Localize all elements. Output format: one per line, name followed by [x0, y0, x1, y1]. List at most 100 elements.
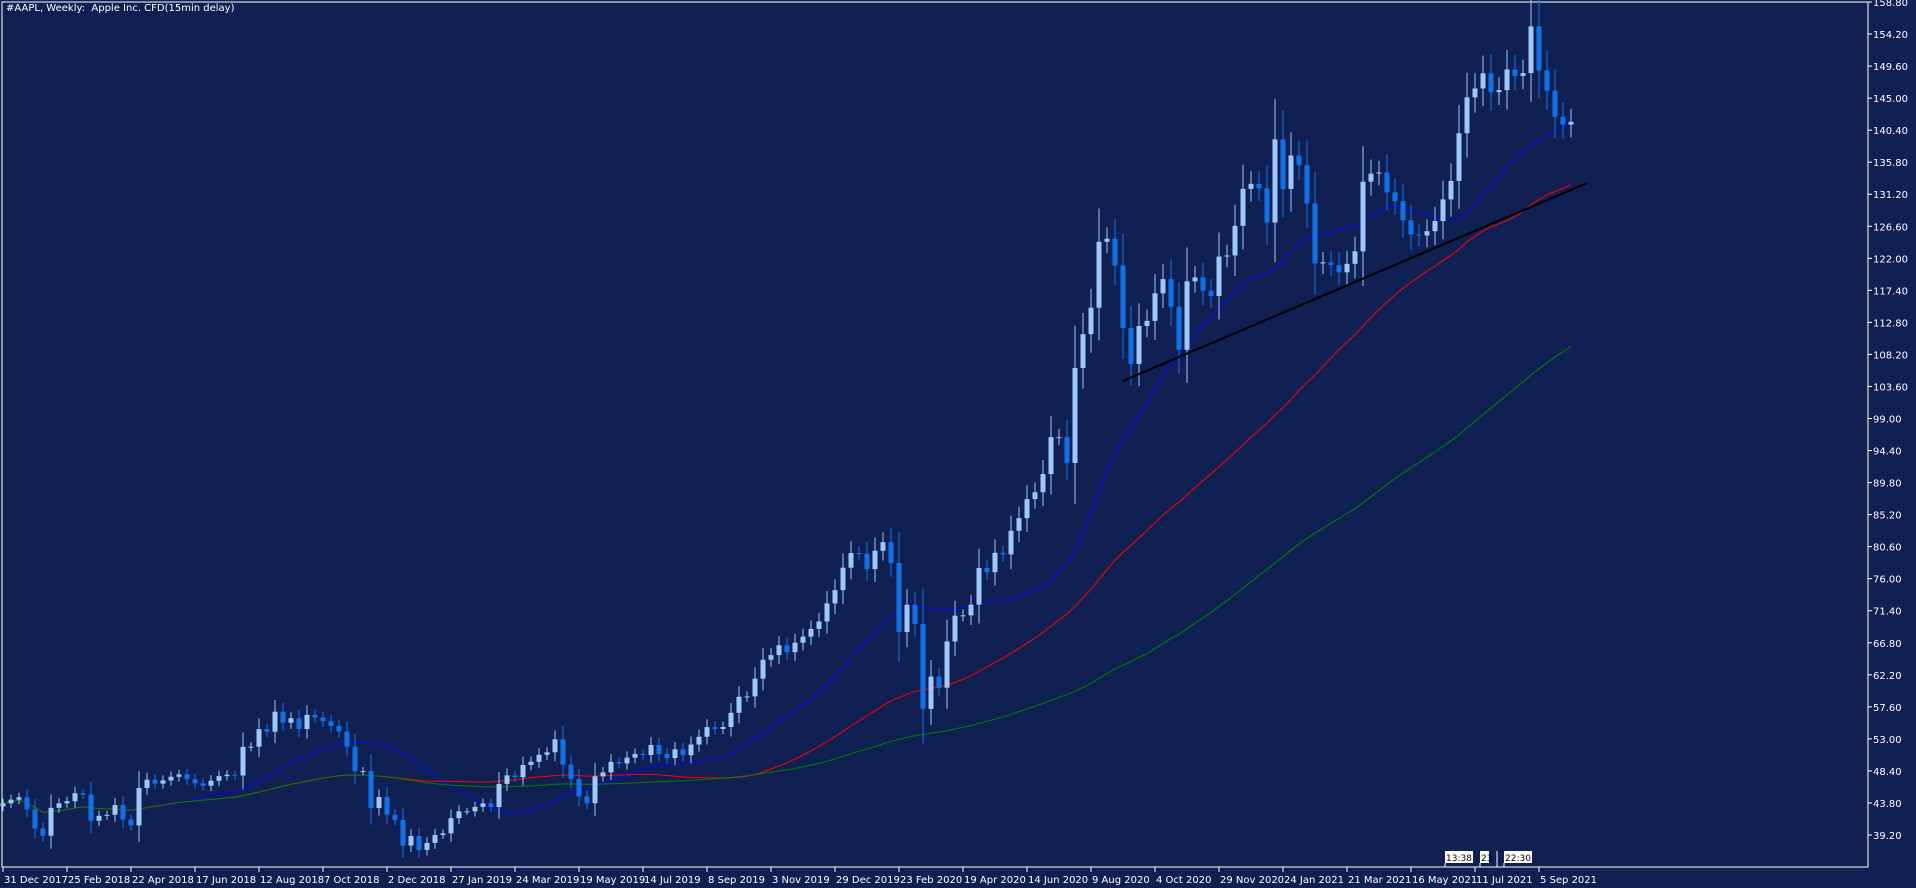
- candle-bear: [1336, 265, 1342, 273]
- candle-bear: [512, 775, 518, 778]
- candle-bull: [704, 727, 710, 737]
- candle-bear: [352, 746, 358, 772]
- candle-bull: [752, 678, 758, 697]
- candle-bull: [552, 739, 558, 753]
- candle-bear: [328, 721, 334, 727]
- y-tick-label: 48.40: [1873, 767, 1902, 778]
- candle-bear: [280, 711, 286, 723]
- candle-bear: [1176, 306, 1182, 350]
- x-tick-label: 4 Oct 2020: [1156, 875, 1211, 886]
- candle-bull: [208, 780, 214, 786]
- candle-bull: [1424, 231, 1430, 236]
- candle-bull: [968, 604, 974, 616]
- candle-bull: [648, 744, 654, 755]
- time-label-box: [1445, 851, 1473, 863]
- candle-bull: [1240, 188, 1246, 226]
- x-tick-label: 31 Dec 2017: [4, 875, 68, 886]
- candle-bear: [1512, 69, 1518, 76]
- x-tick-label: 29 Nov 2020: [1220, 875, 1284, 886]
- candle-bull: [1288, 155, 1294, 189]
- y-tick-label: 103.60: [1873, 382, 1908, 393]
- candle-bull: [1272, 139, 1278, 223]
- candle-bear: [856, 553, 862, 555]
- candle-bull: [760, 659, 766, 679]
- moving-average-20: [2, 120, 1572, 813]
- candle-bull: [944, 641, 950, 688]
- candle-bear: [264, 729, 270, 732]
- candle-bull: [1144, 320, 1150, 327]
- x-tick-label: 21 Mar 2021: [1348, 875, 1411, 886]
- candle-bull: [688, 744, 694, 756]
- candle-bear: [1400, 201, 1406, 221]
- candle-bull: [904, 604, 910, 633]
- candle-bear: [368, 771, 374, 809]
- candle-bear: [192, 779, 198, 784]
- candle-bull: [1432, 221, 1438, 232]
- candle-bear: [120, 805, 126, 820]
- x-tick-label: 24 Mar 2019: [516, 875, 579, 886]
- candle-bull: [448, 818, 454, 834]
- y-tick-label: 53.00: [1873, 735, 1902, 746]
- candle-bull: [96, 815, 102, 821]
- candle-bear: [1296, 155, 1302, 166]
- candle-bear: [32, 809, 38, 829]
- candle-bull: [504, 775, 510, 784]
- candle-bull: [1248, 183, 1254, 189]
- candle-bear: [1128, 327, 1134, 364]
- candle-bear: [1168, 279, 1174, 307]
- candle-bull: [1480, 73, 1486, 89]
- candle-bear: [400, 819, 406, 846]
- candle-bear: [1560, 116, 1566, 125]
- y-tick-label: 39.20: [1873, 831, 1902, 842]
- candle-bull: [440, 833, 446, 836]
- x-tick-label: 27 Jan 2019: [452, 875, 512, 886]
- candle-bull: [1376, 172, 1382, 174]
- candle-bull: [1344, 263, 1350, 273]
- y-tick-label: 71.40: [1873, 607, 1902, 618]
- candle-bull: [8, 799, 14, 804]
- candle-bull: [592, 776, 598, 804]
- y-tick-label: 76.00: [1873, 575, 1902, 586]
- candle-bull: [808, 628, 814, 637]
- candle-bull: [1528, 26, 1534, 74]
- candle-bear: [640, 754, 646, 756]
- candle-bull: [744, 696, 750, 698]
- candle-bear: [152, 779, 158, 784]
- candle-bull: [1072, 367, 1078, 463]
- candle-bear: [584, 796, 590, 804]
- candle-bear: [1328, 262, 1334, 266]
- candle-bear: [560, 739, 566, 765]
- x-tick-label: 25 Feb 2018: [68, 875, 130, 886]
- candle-bear: [864, 553, 870, 570]
- candle-bear: [1208, 290, 1214, 296]
- candle-bull: [776, 645, 782, 656]
- candle-bull: [1472, 88, 1478, 98]
- candle-bear: [712, 727, 718, 729]
- moving-average-50: [2, 184, 1572, 813]
- candle-bear: [200, 783, 206, 786]
- candle-bull: [456, 811, 462, 819]
- candle-bull: [1320, 262, 1326, 264]
- candle-bear: [1312, 203, 1318, 264]
- chart-frame: [1, 1, 1869, 868]
- x-tick-label: 5 Sep 2021: [1540, 875, 1597, 886]
- y-tick-label: 149.60: [1873, 62, 1908, 73]
- candle-bear: [488, 803, 494, 808]
- candle-bear: [1384, 172, 1390, 193]
- candle-bear: [984, 568, 990, 573]
- candle-bear: [336, 726, 342, 732]
- candle-bull: [880, 542, 886, 551]
- candle-bull: [1496, 90, 1502, 93]
- candle-bull: [536, 754, 542, 762]
- chart-title: #AAPL, Weekly: Apple Inc. CFD(15min dela…: [6, 3, 235, 14]
- candle-bull: [144, 779, 150, 788]
- x-tick-label: 22 Apr 2018: [132, 875, 194, 886]
- candle-bull: [1568, 121, 1574, 125]
- candle-bear: [680, 749, 686, 756]
- x-tick-label: 3 Nov 2019: [772, 875, 830, 886]
- y-tick-label: 154.20: [1873, 30, 1908, 41]
- time-label-box: [1504, 851, 1532, 863]
- candle-bear: [384, 797, 390, 815]
- candle-bull: [432, 835, 438, 843]
